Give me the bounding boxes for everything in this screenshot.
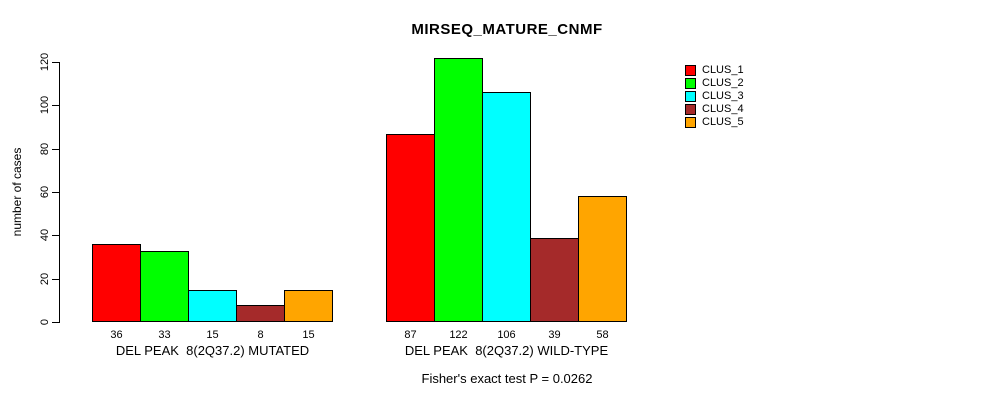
bar-value-label: 8 (257, 329, 264, 341)
chart-title: MIRSEQ_MATURE_CNMF (411, 21, 603, 38)
y-axis-label-text: number of cases (10, 147, 24, 237)
bar-value-label: 106 (497, 329, 516, 341)
bar-clus_3-group1 (188, 289, 237, 322)
legend-label: CLUS_1 (702, 64, 744, 76)
bar-value-label: 39 (548, 329, 561, 341)
y-axis-tick-text: 80 (39, 142, 51, 155)
y-axis-tick (52, 278, 59, 280)
bar-clus_2-group1 (140, 250, 189, 322)
y-axis-tick-text: 100 (39, 96, 51, 115)
y-axis-tick (52, 235, 59, 237)
x-axis-group-label: DEL PEAK 8(2Q37.2) WILD-TYPE (404, 343, 609, 358)
legend-swatch-clus_1 (685, 65, 696, 76)
bar-value-label: 87 (404, 329, 417, 341)
y-axis-line (59, 62, 60, 323)
y-axis-tick (52, 322, 59, 323)
legend-swatch-clus_2 (685, 78, 696, 89)
bar-value-label: 58 (596, 329, 609, 341)
y-axis-tick-text: 60 (39, 185, 51, 199)
bar-value-label: 15 (206, 329, 219, 341)
y-axis-tick (52, 105, 59, 107)
y-axis-tick (52, 148, 59, 150)
fisher-test-annotation: Fisher's exact test P = 0.0262 (421, 371, 593, 386)
legend-swatch-clus_3 (685, 91, 696, 102)
y-axis-tick-text: 0 (39, 318, 51, 326)
bar-value-label: 122 (449, 329, 468, 341)
bar-clus_2-group2 (434, 57, 483, 322)
y-axis-tick-text: 40 (39, 229, 51, 242)
bar-clus_5-group2 (578, 196, 627, 322)
bar-clus_3-group2 (482, 92, 531, 322)
y-axis-tick-text: 20 (39, 272, 51, 285)
y-axis-tick-text: 120 (39, 52, 51, 72)
legend-label: CLUS_5 (702, 116, 744, 128)
legend-swatch-clus_5 (685, 117, 696, 128)
bar-clus_1-group2 (386, 133, 435, 322)
bar-value-label: 36 (110, 329, 123, 341)
bar-clus_4-group1 (236, 304, 285, 322)
y-axis-tick (52, 62, 59, 63)
bar-clus_5-group1 (284, 289, 333, 322)
bar-value-label: 33 (158, 329, 171, 341)
legend-swatch-clus_4 (685, 104, 696, 115)
legend-label: CLUS_3 (702, 90, 744, 102)
bar-clus_4-group2 (530, 237, 579, 322)
bar-clus_1-group1 (92, 244, 141, 322)
bar-value-label: 15 (302, 329, 315, 341)
y-axis-tick (52, 192, 59, 193)
x-axis-group-label: DEL PEAK 8(2Q37.2) MUTATED (115, 343, 310, 358)
legend-label: CLUS_4 (702, 103, 744, 115)
legend-label: CLUS_2 (702, 77, 744, 89)
